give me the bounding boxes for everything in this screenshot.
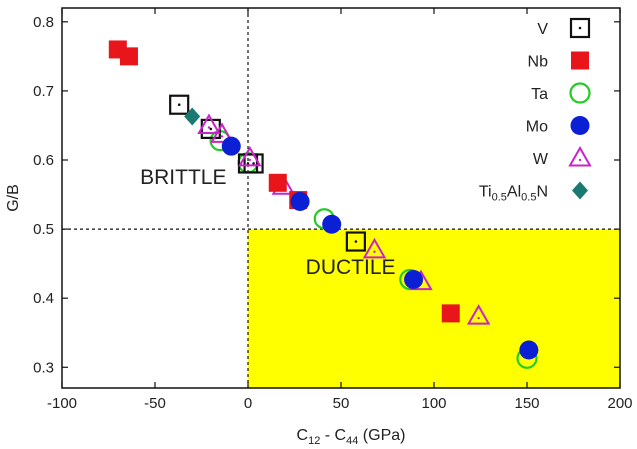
x-tick-label: -100 [47,395,77,412]
legend-label-w: W [533,151,549,168]
data-point-filled-diamond [184,107,201,126]
legend-marker [571,51,589,70]
legend-marker [569,82,591,104]
data-point-square-dot [169,94,190,115]
ductile-region [248,229,620,388]
legend-label-v: V [537,21,548,38]
y-tick-label: 0.4 [33,290,54,307]
data-point-filled-circle [404,270,424,290]
data-point-filled-square [119,47,138,66]
legend-label-ta: Ta [531,86,548,103]
reference-lines [62,8,620,388]
legend-label-mo: Mo [526,119,548,136]
x-tick-label: -50 [144,395,166,412]
data-point-open-triangle [197,113,221,134]
x-axis-title: C12 - C44 (GPa) [297,427,406,447]
legend-marker [572,181,588,200]
x-tick-label: 200 [607,395,632,412]
data-points [108,40,539,369]
data-point-filled-circle [221,136,241,156]
data-point-square-dot [345,231,366,252]
y-tick-label: 0.5 [33,221,54,238]
x-tick-label: 150 [514,395,539,412]
legend-marker [568,145,592,167]
region-label-ductile: DUCTILE [306,256,396,279]
x-tick-label: 100 [421,395,446,412]
data-point-filled-circle [290,191,310,211]
y-axis-title: G/B [5,184,22,212]
x-tick-label: 0 [244,395,252,412]
y-tick-label: 0.8 [33,14,54,31]
x-tick-label: 50 [333,395,350,412]
y-tick-label: 0.6 [33,152,54,169]
data-point-open-triangle [210,122,234,143]
legend-marker [570,116,590,135]
data-point-open-triangle [362,237,387,259]
data-point-filled-circle [519,340,539,360]
legend: V Nb Ta Mo W Ti0.5Al0.5N [479,17,592,204]
data-point-filled-circle [322,214,342,234]
data-point-open-triangle [466,304,491,325]
legend-marker [569,17,591,39]
data-point-open-triangle [238,145,262,167]
data-point-filled-square [268,173,287,192]
axis-ticks: -100 -50 0 50 100 150 200 0.3 0.4 0.5 0.6 0.7 0.8 [33,8,633,412]
y-tick-label: 0.7 [33,83,54,100]
legend-label-tialn: Ti0.5Al0.5N [479,184,548,204]
legend-label-nb: Nb [528,54,549,71]
region-label-brittle: BRITTLE [140,166,226,189]
data-point-filled-square [441,304,460,323]
y-tick-label: 0.3 [33,359,54,376]
